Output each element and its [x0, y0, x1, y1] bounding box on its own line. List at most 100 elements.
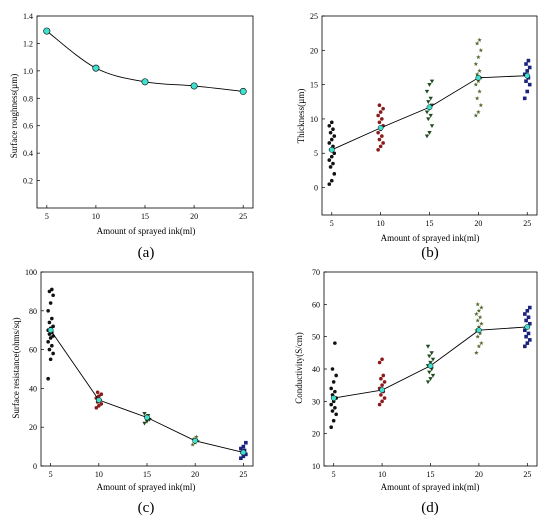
y-tick-label: 1.0 [23, 67, 33, 76]
mean-point [476, 327, 482, 334]
data-point [43, 27, 51, 35]
y-tick-label: 40 [29, 384, 37, 393]
data-point [142, 412, 147, 416]
data-point [523, 344, 527, 349]
y-tick-label: 0 [314, 184, 318, 193]
data-point [525, 309, 530, 313]
data-point [424, 134, 430, 139]
data-point [478, 47, 484, 53]
data-point [329, 120, 334, 125]
data-point [473, 113, 479, 118]
data-point [525, 89, 530, 94]
y-tick-label: 25 [310, 12, 318, 21]
data-point [332, 134, 337, 138]
data-point [376, 113, 380, 118]
data-point [475, 301, 480, 307]
data-point [333, 406, 337, 410]
data-point [476, 78, 481, 84]
data-point [528, 321, 532, 326]
data-point [332, 172, 337, 176]
data-point [473, 82, 479, 87]
data-point [46, 340, 50, 344]
ylabel-a: Surface roughness(µm) [9, 74, 19, 158]
data-point [329, 154, 334, 159]
data-point [381, 141, 385, 145]
data-point [474, 71, 480, 77]
x-tick-label: 20 [191, 470, 199, 479]
data-point [475, 318, 480, 323]
panel-label-c: (c) [138, 500, 155, 516]
panel-c: (c) Amount of sprayed ink(ml) Surface re… [11, 268, 254, 516]
data-point [477, 37, 482, 42]
data-point [92, 64, 100, 72]
data-point [525, 69, 530, 73]
y-tick-label: 70 [312, 268, 320, 277]
ylabel-b: Thickness(µm) [296, 89, 306, 144]
data-point [380, 357, 384, 362]
x-tick-label: 15 [426, 219, 434, 228]
mean-point [240, 449, 247, 456]
data-point [141, 78, 149, 86]
data-point [380, 134, 384, 138]
data-point [474, 41, 480, 46]
data-point [475, 334, 480, 339]
data-point [427, 131, 432, 135]
xlabel-d: Amount of sprayed ink(ml) [381, 482, 480, 492]
data-point [476, 343, 482, 349]
data-point [379, 393, 383, 397]
data-point [48, 357, 53, 362]
mean-point [328, 146, 335, 153]
y-tick-label: 1.2 [23, 39, 33, 48]
x-tick-label: 10 [95, 470, 103, 479]
data-point [328, 130, 333, 135]
data-point [327, 141, 332, 145]
plot-frame-a [36, 15, 254, 209]
data-point [46, 376, 50, 381]
data-point [329, 137, 334, 142]
data-point [476, 54, 481, 60]
data-point [48, 301, 53, 305]
data-point [47, 320, 52, 325]
y-tick-label: 30 [312, 397, 320, 406]
x-tick-label: 15 [141, 212, 149, 221]
mean-point [524, 72, 531, 79]
data-point [528, 305, 532, 310]
data-point [526, 58, 531, 63]
mean-point [47, 327, 54, 334]
x-tick-label: 25 [523, 470, 531, 479]
data-point [523, 328, 527, 332]
data-point [380, 383, 384, 387]
xlabel-c: Amount of sprayed ink(ml) [97, 482, 196, 492]
data-point [329, 402, 333, 407]
panel-label-d: (d) [421, 500, 439, 516]
data-point [526, 331, 531, 336]
y-tick-label: 60 [29, 346, 37, 355]
y-tick-label: 20 [310, 46, 318, 55]
mean-point [95, 397, 102, 403]
y-tick-label: 50 [312, 333, 320, 342]
data-point [524, 62, 528, 66]
data-point [94, 406, 99, 410]
data-point [524, 79, 528, 83]
data-point [328, 165, 333, 169]
x-tick-label: 5 [330, 219, 334, 228]
panel-b: (b) Amount of sprayed ink(ml) Thickness(… [296, 12, 538, 261]
data-point [333, 389, 337, 394]
data-point [477, 89, 482, 94]
mean-point [427, 362, 434, 369]
mean-point [377, 125, 384, 131]
data-point [428, 360, 433, 365]
data-point [376, 130, 380, 135]
data-point [330, 367, 335, 371]
y-tick-label: 0.4 [23, 149, 33, 158]
data-point [477, 314, 483, 320]
data-point [525, 341, 530, 345]
data-point [144, 419, 150, 424]
data-point [424, 89, 430, 94]
data-point [424, 110, 430, 115]
data-point [426, 117, 431, 122]
mean-point [524, 324, 531, 330]
xlabel-a: Amount of sprayed ink(ml) [97, 226, 196, 236]
data-point [327, 123, 332, 128]
